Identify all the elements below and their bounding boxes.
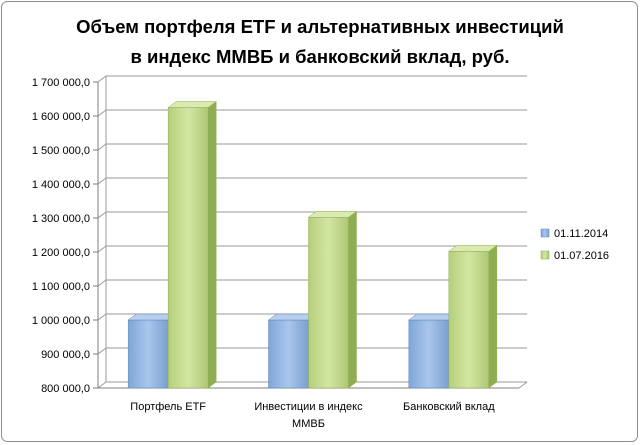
legend-swatch (540, 250, 550, 260)
bar-top-face (307, 211, 358, 218)
bar (307, 210, 358, 389)
gridline-side (97, 109, 107, 117)
gridline-side (97, 347, 107, 355)
bar-front-face (268, 319, 309, 389)
bar-front-face (308, 217, 349, 389)
gridline-side (97, 245, 107, 253)
y-tick-label: 1 200 000,0 (32, 247, 90, 259)
legend-swatch (540, 228, 550, 238)
x-category-label: Банковский вклад (403, 401, 495, 413)
legend-label: 01.11.2014 (554, 228, 608, 240)
bar (127, 313, 177, 389)
bar-top-face (167, 101, 217, 108)
legend-label: 01.07.2016 (554, 250, 609, 262)
y-tick-label: 800 000,0 (41, 383, 90, 395)
bar-front-face (408, 319, 450, 389)
legend: 01.11.2014 01.07.2016 (540, 228, 609, 262)
floor-right-edge (518, 381, 528, 389)
bar-side-face (348, 210, 357, 389)
gridline-side (97, 75, 107, 83)
x-category-label: Инвестиции в индекс ММВБ (254, 401, 363, 430)
bar (167, 101, 217, 389)
gridline-side (97, 381, 107, 389)
y-tick-label: 1 000 000,0 (32, 315, 90, 327)
gridline-side (97, 143, 107, 151)
gridline-side (97, 313, 107, 321)
chart-title-line-1: Объем портфеля ETF и альтернативных инве… (76, 16, 564, 37)
chart-title-line-2: в индекс ММВБ и банковский вклад, руб. (130, 46, 509, 67)
bars (127, 101, 498, 389)
legend-item: 01.07.2016 (540, 250, 609, 262)
x-category-label: Портфель ETF (130, 401, 206, 413)
y-tick-label: 1 300 000,0 (32, 213, 90, 225)
bar-side-face (207, 101, 217, 389)
y-tick-label: 1 700 000,0 (32, 77, 90, 89)
bar (448, 244, 498, 389)
y-tick-label: 1 600 000,0 (32, 111, 90, 123)
bar-front-face (167, 107, 209, 389)
y-axis-tick-labels: 800 000,0 900 000,0 1 000 000,0 1 100 000,0… (32, 77, 90, 395)
x-axis-category-labels: Портфель ETF Инвестиции в индекс ММВБ Банко… (130, 401, 495, 430)
bar-front-face (448, 251, 490, 389)
bar-side-face (488, 244, 498, 389)
y-tick-label: 1 500 000,0 (32, 145, 90, 157)
legend-item: 01.11.2014 (540, 228, 608, 240)
y-tick-label: 1 400 000,0 (32, 179, 90, 191)
gridline-side (97, 211, 107, 219)
bar-front-face (127, 319, 169, 389)
bar-top-face (448, 245, 498, 252)
gridline-side (97, 177, 107, 185)
y-tick-label: 900 000,0 (41, 349, 90, 361)
gridline-side (97, 279, 107, 287)
y-tick-label: 1 100 000,0 (32, 281, 90, 293)
